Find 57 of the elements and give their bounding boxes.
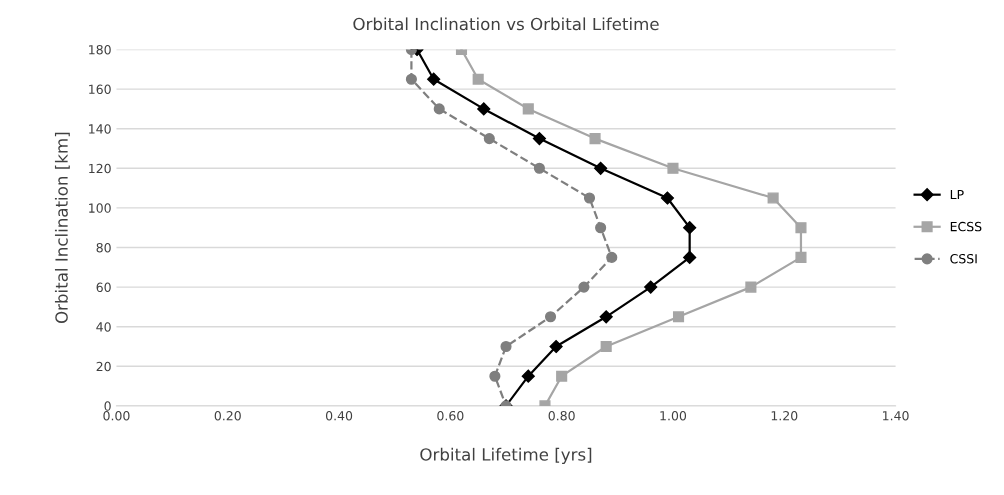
legend-label: CSSI bbox=[950, 253, 977, 264]
x-tick-label: 1.20 bbox=[771, 410, 798, 421]
y-tick-label: 80 bbox=[96, 242, 111, 253]
x-tick-label: 0.20 bbox=[214, 410, 241, 421]
point bbox=[600, 340, 612, 353]
point bbox=[644, 280, 658, 294]
point bbox=[599, 310, 613, 324]
point bbox=[521, 369, 535, 383]
point bbox=[672, 311, 685, 323]
point bbox=[745, 281, 757, 293]
point bbox=[477, 102, 491, 116]
point bbox=[522, 103, 534, 115]
y-tick-label: 100 bbox=[89, 203, 111, 213]
x-tick-label: 1.40 bbox=[883, 410, 909, 421]
point bbox=[433, 103, 445, 115]
x-tick-label: 1.00 bbox=[660, 410, 687, 421]
x-tick-label: 0.40 bbox=[325, 410, 353, 421]
point bbox=[556, 370, 568, 382]
y-tick-label: 180 bbox=[89, 44, 111, 55]
y-tick-label: 40 bbox=[96, 322, 111, 332]
legend-label: ECSS bbox=[950, 221, 982, 232]
y-tick-label: 0 bbox=[104, 401, 111, 411]
point bbox=[594, 161, 608, 175]
point bbox=[767, 192, 779, 204]
point bbox=[544, 311, 557, 323]
y-tick-label: 60 bbox=[96, 282, 111, 293]
point bbox=[549, 339, 563, 354]
point bbox=[405, 73, 417, 85]
x-axis-title: Orbital Lifetime [yrs] bbox=[420, 447, 592, 464]
x-tick-label: 0.60 bbox=[437, 410, 464, 421]
point bbox=[489, 370, 501, 382]
point bbox=[667, 162, 679, 174]
y-tick-label: 160 bbox=[89, 84, 111, 95]
point bbox=[578, 281, 590, 293]
y-tick-label: 140 bbox=[89, 124, 111, 134]
y-tick-label: 20 bbox=[96, 361, 111, 372]
point bbox=[532, 132, 546, 146]
x-tick-label: 0.00 bbox=[103, 410, 130, 421]
point bbox=[660, 191, 674, 205]
y-tick-label: 120 bbox=[89, 163, 111, 174]
point bbox=[483, 133, 495, 145]
point bbox=[795, 222, 807, 234]
point bbox=[472, 73, 484, 85]
point bbox=[683, 221, 697, 235]
point bbox=[589, 133, 601, 145]
point bbox=[683, 250, 697, 264]
point bbox=[595, 222, 607, 234]
point bbox=[606, 251, 618, 263]
point bbox=[427, 72, 441, 86]
point bbox=[795, 251, 807, 263]
legend-label: LP bbox=[950, 189, 964, 200]
point bbox=[500, 340, 512, 353]
y-axis-title: Orbital Inclination [km] bbox=[54, 132, 70, 324]
point bbox=[583, 192, 596, 204]
x-tick-label: 0.80 bbox=[548, 410, 575, 421]
chart-title: Orbital Inclination vs Orbital Lifetime bbox=[353, 17, 659, 31]
point bbox=[533, 162, 545, 174]
